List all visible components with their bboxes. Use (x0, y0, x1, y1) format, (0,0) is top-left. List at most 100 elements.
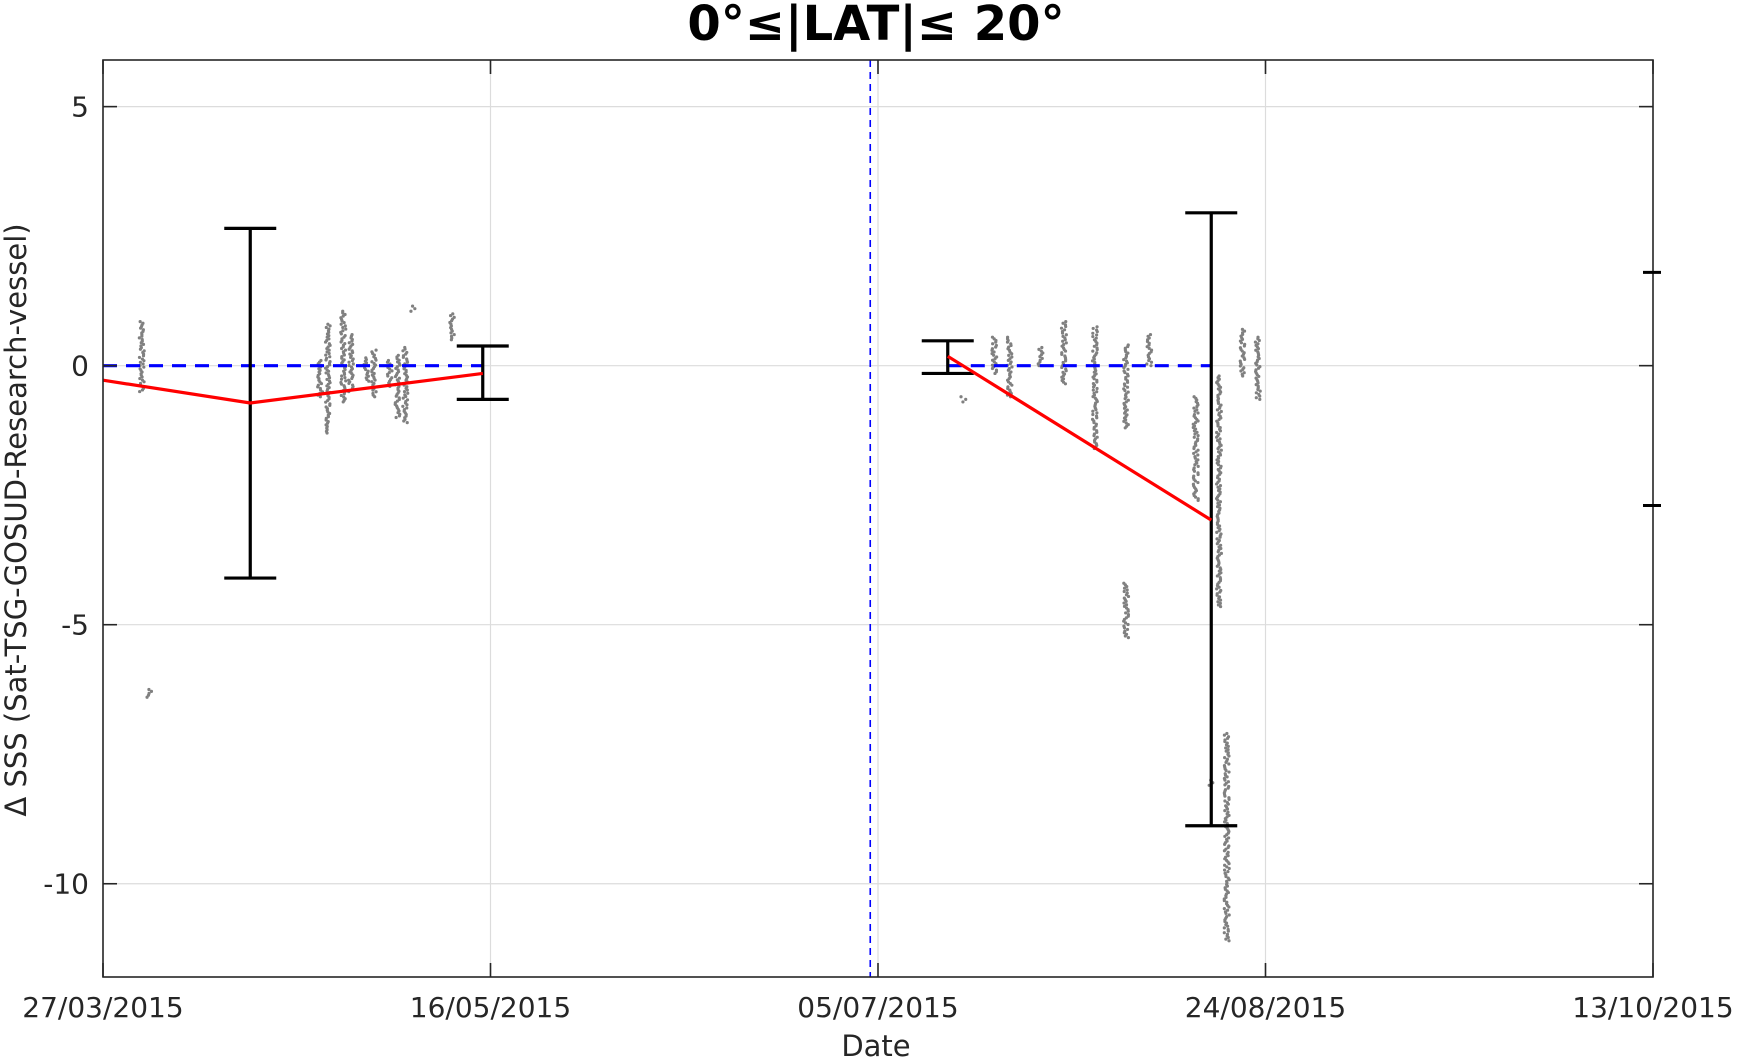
scatter-point (347, 341, 351, 345)
scatter-point (1040, 356, 1044, 361)
scatter-point (1091, 388, 1095, 392)
scatter-point (370, 370, 374, 374)
scatter-point (1090, 359, 1095, 363)
scatter-point (994, 345, 998, 349)
scatter-point (328, 324, 332, 328)
scatter-point (1214, 482, 1219, 486)
scatter-point (142, 359, 146, 363)
scatter-point (1222, 733, 1227, 737)
scatter-point (1254, 396, 1258, 400)
scatter-point (1218, 535, 1222, 539)
scatter-point (1218, 437, 1222, 441)
scatter-point (1060, 331, 1065, 335)
scatter-point (1095, 430, 1099, 434)
scatter-point (1216, 600, 1220, 604)
scatter-point (1218, 484, 1223, 488)
scatter-point (141, 362, 145, 366)
scatter-point (1060, 352, 1064, 356)
scatter-point (324, 400, 328, 404)
scatter-point (374, 348, 378, 352)
scatter-point (137, 336, 141, 340)
scatter-point (1226, 924, 1230, 928)
scatter-point (138, 389, 142, 394)
scatter-point (1253, 340, 1258, 344)
scatter-point (316, 385, 320, 389)
scatter-point (405, 360, 410, 364)
scatter-point (1226, 802, 1230, 806)
error-bar (456, 344, 509, 401)
scatter-point (1010, 352, 1014, 356)
scatter-point (1147, 358, 1151, 363)
scatter-point (1094, 407, 1098, 412)
scatter-point (393, 374, 398, 379)
scatter-point (1255, 363, 1259, 367)
scatter-point (1126, 344, 1130, 349)
scatter-point (385, 360, 390, 364)
scatter-point (1225, 775, 1229, 779)
scatter-point (1196, 464, 1200, 468)
scatter-point (1223, 834, 1227, 838)
scatter-point (1215, 587, 1219, 591)
scatter-point (1122, 586, 1127, 590)
scatter-point (140, 388, 145, 392)
scatter-point (1122, 631, 1126, 635)
scatter-point (1238, 364, 1242, 368)
scatter-point (147, 687, 151, 692)
scatter-point (140, 334, 144, 338)
scatter-point (1256, 347, 1261, 351)
scatter-point (1091, 326, 1095, 331)
scatter-point (1191, 425, 1195, 430)
scatter-point (394, 366, 398, 370)
scatter-point (1060, 365, 1064, 370)
scatter-point (351, 362, 355, 366)
scatter-point (324, 353, 328, 357)
scatter-point (138, 347, 143, 351)
scatter-point (1217, 529, 1221, 533)
scatter-point (1222, 868, 1227, 872)
scatter-point (406, 391, 410, 395)
scatter-point (370, 360, 374, 364)
scatter-point (964, 397, 968, 401)
scatter-point (1222, 907, 1226, 911)
scatter-point (1223, 739, 1227, 744)
scatter-point (1126, 622, 1130, 627)
scatter-point (141, 342, 146, 347)
scatter-point (1192, 446, 1196, 451)
scatter-point (397, 414, 402, 418)
error-bars (224, 211, 1238, 828)
scatter-point (1196, 453, 1200, 457)
scatter-point (1122, 406, 1127, 410)
scatter-point (1226, 929, 1230, 933)
scatter-point (1064, 333, 1068, 337)
scatter-point (1148, 332, 1153, 337)
scatter-point (410, 304, 415, 308)
scatter-point (1239, 369, 1243, 373)
scatter-point (341, 314, 345, 318)
scatter-point (1193, 456, 1197, 460)
scatter-point (1091, 395, 1095, 399)
scatter-point (1095, 416, 1099, 420)
scatter-point (1123, 370, 1127, 375)
scatter-point (325, 384, 329, 388)
scatter-point (325, 346, 329, 351)
mean-line-segment (102, 371, 484, 405)
scatter-point (1064, 341, 1068, 345)
scatter-point (1256, 387, 1260, 392)
scatter-point (1009, 343, 1013, 348)
scatter-point (1215, 574, 1219, 578)
scatter-point (1222, 898, 1226, 903)
scatter-point (1092, 377, 1096, 381)
scatter-point (1095, 411, 1099, 415)
scatter-point (401, 396, 405, 400)
scatter-point (1223, 863, 1227, 867)
scatter-point (1224, 937, 1228, 941)
scatter-point (394, 415, 398, 420)
scatter-point (1005, 340, 1010, 344)
scatter-point (1195, 404, 1199, 409)
scatter-point (1193, 463, 1197, 467)
scatter-point (992, 353, 996, 357)
scatter-point (1095, 343, 1099, 347)
x-tick-labels: 27/03/2015 16/05/2015 05/07/2015 24/08/2015… (22, 991, 1733, 1024)
scatter-point (1092, 420, 1096, 425)
scatter-point (370, 380, 374, 384)
